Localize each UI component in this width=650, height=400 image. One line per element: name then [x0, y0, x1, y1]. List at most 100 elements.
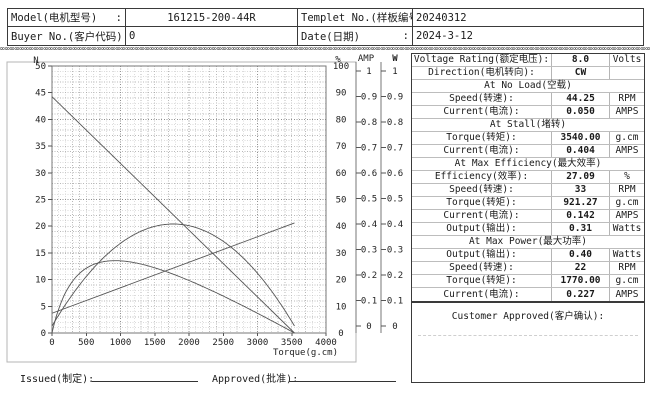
watt-axis-tick-label: 0.3	[387, 246, 403, 256]
watt-axis-tick-label: 0.8	[387, 118, 403, 128]
spec-unit: Watts	[612, 223, 642, 234]
spec-label: Efficiency(效率):	[412, 171, 552, 183]
power-curve	[51, 223, 295, 327]
spec-data-row: Torque(转矩): 1770.00 g.cm	[412, 275, 644, 288]
spec-data-row: Torque(转矩): 3540.00 g.cm	[412, 132, 644, 145]
watt-axis-tick-label: 0.4	[387, 220, 403, 230]
spec-section-row: At No Load(空载)	[412, 80, 644, 93]
spec-label: Speed(转速):	[412, 93, 552, 105]
spec-unit: AMPS	[615, 106, 639, 117]
chain-separator: ∞∞∞∞∞∞∞∞∞∞∞∞∞∞∞∞∞∞∞∞∞∞∞∞∞∞∞∞∞∞∞∞∞∞∞∞∞∞∞∞…	[0, 44, 650, 53]
amp-axis-tick-label: 0.8	[361, 118, 377, 128]
amp-axis-tick-label: 0.4	[361, 220, 377, 230]
speed-curve	[51, 96, 295, 334]
chart-panel-border	[6, 61, 357, 363]
left-axis-tick-label: 10	[35, 276, 46, 286]
spec-label: Output(输出):	[412, 223, 552, 235]
spec-data-row: Current(电流): 0.050 AMPS	[412, 106, 644, 119]
header-label-cell: Model(电机型号):	[8, 9, 126, 26]
spec-data-row: Torque(转矩): 921.27 g.cm	[412, 197, 644, 210]
percent-axis-header: %	[335, 55, 341, 65]
watt-axis-header: W	[392, 54, 398, 64]
percent-axis-tick-label: 0	[338, 329, 343, 339]
spec-data-row: Current(电流): 0.142 AMPS	[412, 210, 644, 223]
amp-axis-tick-label: 1	[366, 67, 371, 77]
spec-unit	[610, 67, 644, 79]
spec-unit: g.cm	[615, 275, 639, 286]
spec-section-row: At Stall(堵转)	[412, 119, 644, 132]
x-axis-tick-label: 3000	[247, 338, 269, 348]
percent-axis-tick-label: 70	[336, 142, 347, 152]
efficiency-curve	[51, 260, 295, 334]
amp-axis-tick-label: 0.3	[361, 246, 377, 256]
x-axis-tick-label: 2500	[212, 338, 234, 348]
spec-label: Torque(转矩):	[412, 197, 552, 209]
amp-axis-tick-label: 0.7	[361, 144, 377, 154]
header-label: Model(电机型号)	[11, 12, 98, 24]
spec-unit: %	[624, 171, 630, 182]
spec-value: 22	[552, 262, 610, 274]
spec-unit: Watts	[612, 249, 642, 260]
left-axis-tick-label: 45	[35, 89, 46, 99]
spec-label: Speed(转速):	[412, 184, 552, 196]
issued-label: Issued(制定):	[20, 374, 95, 385]
spec-value: 0.050	[552, 106, 610, 118]
spec-unit: AMPS	[615, 210, 639, 221]
customer-approved-ruled-line	[418, 335, 638, 336]
percent-axis-tick-label: 50	[336, 196, 347, 206]
spec-value: 8.0	[552, 54, 610, 66]
amp-axis-tick-label: 0.5	[361, 195, 377, 205]
spec-unit: g.cm	[615, 197, 639, 208]
left-axis-header: N	[33, 56, 38, 66]
spec-value: 0.40	[552, 249, 610, 261]
watt-axis-tick-label: 0.2	[387, 271, 403, 281]
amp-axis-tick-label: 0.1	[361, 297, 377, 307]
header-value-cell: 0	[126, 27, 298, 45]
spec-label: Direction(电机转向):	[412, 67, 552, 79]
header-value-cell: 20240312	[416, 11, 467, 24]
watt-axis-tick-label: 0.6	[387, 169, 403, 179]
percent-axis-tick-label: 60	[336, 169, 347, 179]
percent-axis-tick-label: 10	[336, 302, 347, 312]
current-curve	[51, 222, 295, 314]
watt-axis-tick-label: 0.9	[387, 93, 403, 103]
x-axis-title: Torque(g.cm)	[273, 348, 338, 358]
spec-value: CW	[552, 67, 610, 79]
customer-approved-box: Customer Approved(客户确认):	[411, 302, 645, 383]
spec-value: 3540.00	[552, 132, 610, 144]
x-axis-tick-label: 1000	[110, 338, 132, 348]
spec-value: 0.404	[552, 145, 610, 157]
spec-data-row: Current(电流): 0.404 AMPS	[412, 145, 644, 158]
percent-axis-tick-label: 80	[336, 115, 347, 125]
spec-label: Voltage Rating(额定电压):	[412, 54, 552, 66]
left-axis-tick-label: 5	[41, 302, 46, 312]
left-axis-tick-label: 35	[35, 142, 46, 152]
amp-axis-tick-label: 0.9	[361, 93, 377, 103]
spec-unit: g.cm	[615, 132, 639, 143]
x-axis-tick-label: 0	[49, 338, 54, 348]
spec-label: Speed(转速):	[412, 262, 552, 274]
x-axis-tick-label: 4000	[315, 338, 337, 348]
spec-data-row: Speed(转速): 44.25 RPM	[412, 93, 644, 106]
left-axis-tick-label: 20	[35, 222, 46, 232]
spec-data-row: Output(输出): 0.40 Watts	[412, 249, 644, 262]
amp-axis-tick-label: 0.2	[361, 271, 377, 281]
watt-axis-tick-label: 0	[392, 322, 397, 332]
percent-axis-tick-label: 100	[333, 62, 349, 72]
percent-axis-tick-label: 20	[336, 276, 347, 286]
x-axis-tick-label: 500	[78, 338, 94, 348]
spec-value: 0.142	[552, 210, 610, 222]
left-axis-tick-label: 25	[35, 196, 46, 206]
percent-axis-tick-label: 30	[336, 249, 347, 259]
x-axis-tick-label: 1500	[144, 338, 166, 348]
left-axis-tick-label: 15	[35, 249, 46, 259]
header-colon: :	[402, 30, 409, 42]
spec-data-row: Output(输出): 0.31 Watts	[412, 223, 644, 236]
spec-label: Current(电流):	[412, 210, 552, 222]
spec-section-row: At Max Power(最大功率)	[412, 236, 644, 249]
percent-axis-tick-label: 90	[336, 89, 347, 99]
spec-data-row: Current(电流): 0.227 AMPS	[412, 288, 644, 301]
left-axis-tick-label: 50	[35, 62, 46, 72]
